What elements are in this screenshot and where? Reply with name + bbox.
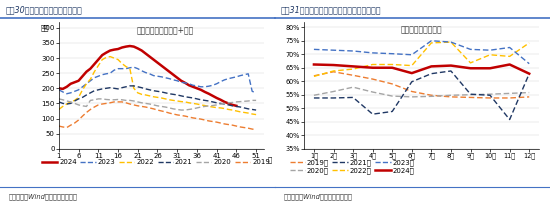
Text: 周: 周 [268,156,272,163]
Text: 国内沥青库存：社库+厂库: 国内沥青库存：社库+厂库 [137,26,194,35]
Text: 库容比：水泥：全国: 库容比：水泥：全国 [401,26,442,35]
Text: 图表30：近半月沥青继续快速去库: 图表30：近半月沥青继续快速去库 [6,6,82,15]
Text: 资料来源：Wind，国盛证券研究所: 资料来源：Wind，国盛证券研究所 [8,193,77,200]
Text: 图表31：近半月全国水泥库容比环比季度回升: 图表31：近半月全国水泥库容比环比季度回升 [280,6,381,15]
Text: 万吨: 万吨 [40,24,49,31]
Legend: 2019年, 2020年, 2021年, 2022年, 2023年, 2024年: 2019年, 2020年, 2021年, 2022年, 2023年, 2024年 [287,157,417,177]
Legend: 2024, 2023, 2022, 2021, 2020, 2019: 2024, 2023, 2022, 2021, 2020, 2019 [39,156,273,168]
Text: 资料来源：Wind，国盛证券研究所: 资料来源：Wind，国盛证券研究所 [283,193,352,200]
